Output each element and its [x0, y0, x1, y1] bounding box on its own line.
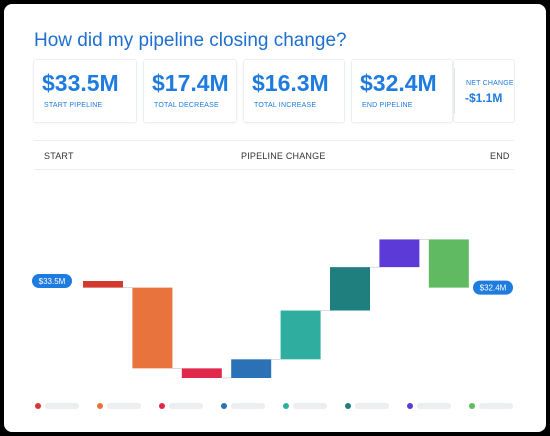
legend-dot-5 [283, 403, 289, 409]
header-start: START [44, 151, 74, 161]
start-value-label: $33.5M [32, 274, 72, 288]
header-divider-top [34, 140, 514, 141]
end-value-label: $32.4M [473, 280, 513, 295]
legend-dot-2 [97, 403, 103, 409]
waterfall-bar-8[interactable] [428, 239, 469, 288]
svg-text:$32.4M: $32.4M [480, 284, 507, 293]
legend-dot-3 [159, 403, 165, 409]
kpi-divider [454, 68, 455, 114]
legend-label-placeholder-6 [355, 403, 389, 409]
legend-label-placeholder-8 [479, 403, 513, 409]
pipeline-card: How did my pipeline closing change? $33.… [4, 4, 546, 432]
kpi-end-label: END PIPELINE [362, 102, 413, 109]
legend-label-placeholder-5 [293, 403, 327, 409]
kpi-net-label: NET CHANGE [466, 80, 514, 87]
kpi-start-value: $33.5M [42, 70, 119, 96]
legend-dot-1 [35, 403, 41, 409]
kpi-increase-label: TOTAL INCREASE [254, 102, 317, 109]
kpi-start-label: START PIPELINE [44, 102, 103, 109]
waterfall-bar-1[interactable] [83, 281, 123, 288]
kpi-increase-value: $16.3M [252, 70, 329, 96]
kpi-total-increase: $16.3M TOTAL INCREASE [244, 60, 344, 122]
legend-label-placeholder-3 [169, 403, 203, 409]
kpi-end-value: $32.4M [360, 70, 437, 96]
legend-label-placeholder-7 [417, 403, 451, 409]
legend-dot-8 [469, 403, 475, 409]
waterfall-chart: $33.5M $32.4M [32, 239, 513, 379]
waterfall-bar-6[interactable] [330, 267, 370, 311]
header-pipeline-change: PIPELINE CHANGE [241, 151, 326, 161]
legend-dot-6 [345, 403, 351, 409]
header-end: END [490, 151, 510, 161]
legend-label-placeholder-1 [45, 403, 79, 409]
page-title: How did my pipeline closing change? [34, 30, 347, 51]
kpi-total-decrease: $17.4M TOTAL DECREASE [144, 60, 236, 122]
waterfall-bar-2[interactable] [132, 287, 173, 369]
waterfall-bar-7[interactable] [379, 239, 420, 268]
legend-label-placeholder-4 [231, 403, 265, 409]
svg-text:$33.5M: $33.5M [39, 277, 66, 286]
waterfall-bar-5[interactable] [280, 310, 321, 360]
legend-label-placeholder-2 [107, 403, 141, 409]
waterfall-bar-3[interactable] [181, 368, 222, 378]
kpi-net-change: NET CHANGE -$1.1M [454, 60, 514, 122]
legend-dot-4 [221, 403, 227, 409]
legend-dot-7 [407, 403, 413, 409]
kpi-net-value: -$1.1M [465, 91, 503, 105]
header-divider-bottom [34, 169, 514, 170]
kpi-decrease-value: $17.4M [152, 70, 229, 96]
kpi-decrease-label: TOTAL DECREASE [154, 102, 219, 109]
kpi-end-pipeline: $32.4M END PIPELINE [352, 60, 452, 122]
waterfall-bar-4[interactable] [231, 359, 272, 378]
kpi-start-pipeline: $33.5M START PIPELINE [34, 60, 136, 122]
